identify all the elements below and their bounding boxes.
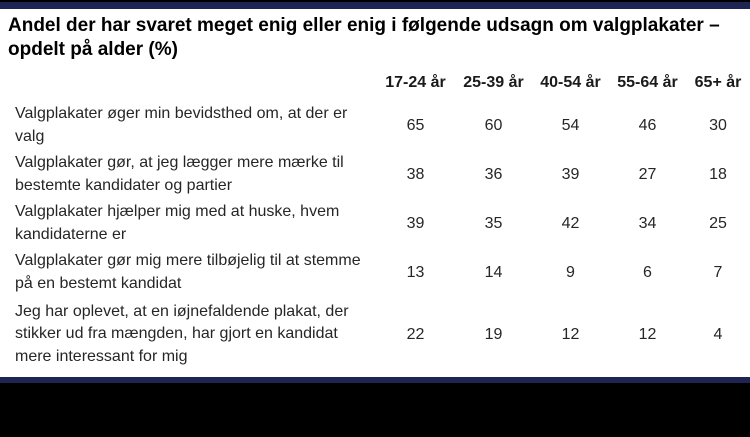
table-cell: 19 (484, 325, 503, 343)
row-label: Valgplakater gør, at jeg lægger mere mær… (15, 154, 344, 195)
page-title: Andel der har svaret meget enig eller en… (8, 15, 720, 61)
row-label: Valgplakater øger min bevidsthed om, at … (15, 104, 348, 145)
table-cell: 14 (484, 264, 503, 282)
table-cell: 65 (406, 116, 425, 134)
table-row: Valgplakater hjælper mig med at huske, h… (0, 200, 750, 249)
table-cell: 4 (713, 325, 723, 343)
table-row: Valgplakater gør, at jeg lægger mere mær… (0, 151, 750, 200)
column-header-25-39: 25-39 år (463, 74, 524, 92)
data-table: 17-24 år 25-39 år 40-54 år 55-64 år 65+ … (0, 66, 750, 372)
row-label: Valgplakater hjælper mig med at huske, h… (15, 203, 340, 244)
table-row: Valgplakater øger min bevidsthed om, at … (0, 101, 750, 151)
table-cell: 12 (561, 325, 580, 343)
bottom-navy-strip (0, 377, 750, 383)
table-cell: 35 (484, 215, 503, 233)
table-cell: 54 (561, 116, 580, 134)
table-row: Jeg har oplevet, at en iøjnefaldende pla… (0, 298, 750, 372)
table-cell: 13 (406, 264, 425, 282)
top-black-strip (0, 0, 750, 2)
table-cell: 9 (566, 264, 575, 282)
table-cell: 46 (638, 116, 657, 134)
table-corner-spacer (0, 66, 376, 101)
table-cell: 12 (638, 325, 657, 343)
bottom-black-bar (0, 383, 750, 437)
table-cell: 27 (638, 166, 657, 184)
table-cell: 39 (561, 166, 580, 184)
table-cell: 39 (406, 215, 425, 233)
table-cell: 60 (484, 116, 503, 134)
column-header-17-24: 17-24 år (385, 74, 446, 92)
table-cell: 36 (484, 166, 503, 184)
column-header-55-64: 55-64 år (617, 74, 678, 92)
row-label: Valgplakater gør mig mere tilbøjelig til… (15, 252, 361, 293)
table-cell: 38 (406, 166, 425, 184)
table-cell: 22 (406, 325, 425, 343)
table-cell: 18 (709, 166, 727, 184)
table-cell: 30 (709, 116, 727, 134)
row-label: Jeg har oplevet, at en iøjnefaldende pla… (15, 302, 349, 365)
table-cell: 6 (643, 264, 652, 282)
column-header-40-54: 40-54 år (540, 74, 601, 92)
column-header-65plus: 65+ år (694, 74, 742, 92)
table-row: Valgplakater gør mig mere tilbøjelig til… (0, 249, 750, 298)
table-cell: 25 (709, 215, 727, 233)
top-navy-strip (0, 2, 750, 9)
table-cell: 42 (561, 215, 580, 233)
table-cell: 34 (638, 215, 657, 233)
table-cell: 7 (713, 264, 723, 282)
table-header-row: 17-24 år 25-39 år 40-54 år 55-64 år 65+ … (0, 66, 750, 101)
